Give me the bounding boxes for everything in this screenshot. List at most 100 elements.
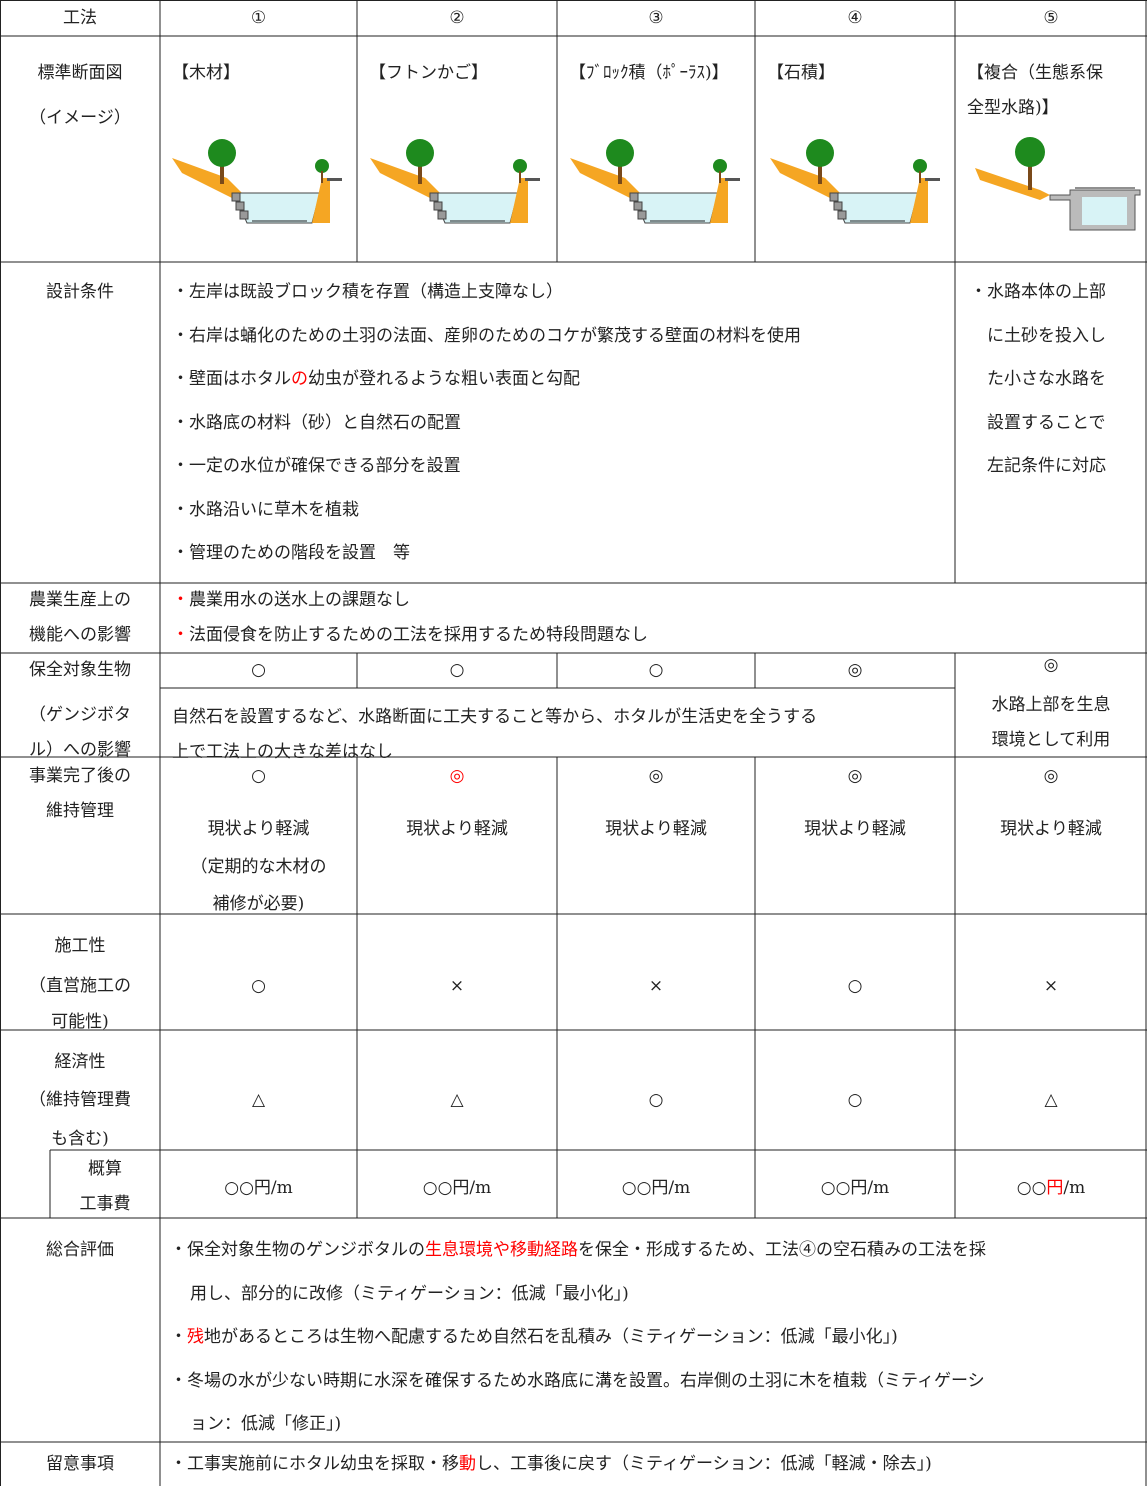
section-image [172,138,342,224]
cell-text: ・工事実施前にホタル幼虫を採取・移動し、工事後に戻す（ミティゲーション：低減「軽… [170,1451,1147,1477]
cell-text: ○ [251,766,266,786]
cell-text: （維持管理費 [29,1090,131,1110]
cell-text: 事業完了後の [29,766,131,786]
text-segment: し、工事後に戻す（ミティゲーション：低減「軽減・除去」) [476,1454,932,1474]
cell-text: × [1043,976,1059,996]
cell-text: 機能への影響 [29,625,131,645]
cell-text: ○ [251,660,266,680]
text-segment: ・保全対象生物のゲンジボタルの [170,1240,425,1260]
cell-text: 全型水路)】 [967,98,1059,118]
cell-text: ・水路底の材料（砂）と自然石の配置 [172,412,461,433]
cell-text: 現状より軽減 [207,819,310,839]
cell-text: た小さな水路を [987,369,1106,389]
cell-text: ・冬場の水が少ない時期に水深を確保するため水路底に溝を設置。右岸側の土羽に木を植… [170,1370,985,1391]
cell-text: 左記条件に対応 [987,456,1106,476]
text-segment: 法面侵食を防止するための工法を採用するため特段問題なし [189,625,648,645]
cell-text: 経済性 [54,1052,106,1072]
cell-text: 上で工法上の大きな差はなし [172,742,393,762]
cell-text: 現状より軽減 [406,819,508,839]
cell-text: × [648,976,664,996]
text-segment: ・ [170,1327,187,1347]
text-segment: ・工事実施前にホタル幼虫を採取・移 [170,1454,459,1474]
cell-text: ・壁面はホタルの幼虫が登れるような粗い表面と勾配 [172,366,955,392]
cell-text: （イメージ） [29,108,131,128]
cell-text: 留意事項 [46,1454,114,1474]
cell-text: 現状より軽減 [804,819,906,839]
section-image [975,137,1141,231]
cell-text: 【木材】 [172,63,240,83]
text-segment: ・ [172,590,189,610]
cell-text: 工法 [63,8,97,28]
cell-text: ○ [648,660,664,680]
cell-text: △ [450,1090,464,1110]
cell-text: ○ [648,1090,664,1110]
cell-text: ・水路本体の上部 [970,282,1106,302]
text-segment: 円 [1046,1178,1064,1198]
text-segment: ・壁面はホタル [172,369,291,389]
cell-text: に土砂を投入し [987,325,1106,346]
cell-text: 標準断面図 [37,63,123,83]
cell-text: ◎ [357,763,557,789]
cell-text: 【石積】 [767,63,835,83]
cell-text: ・残地があるところは生物へ配慮するため自然石を乱積み（ミティゲーション：低減「最… [170,1324,1147,1350]
cell-text: 概算 [88,1159,122,1179]
cell-text: 【複合（生態系保 [967,63,1103,83]
cell-text: 総合評価 [46,1240,114,1260]
cell-text: ◎ [847,766,863,786]
cell-text: 可能性) [51,1012,109,1032]
cell-text: ○○円/m [224,1178,293,1198]
cell-text: 現状より軽減 [605,819,707,839]
cell-text: （直営施工の [29,976,131,996]
cell-text: 工事費 [79,1194,131,1214]
text-segment: ○○ [1016,1178,1047,1198]
cell-text: 保全対象生物 [29,660,131,680]
cell-text: 現状より軽減 [1000,819,1102,839]
cell-text: 施工性 [54,936,106,956]
cell-text: ・水路沿いに草木を植栽 [172,499,359,520]
section-image [370,138,540,224]
cell-text: ル）への影響 [29,740,131,760]
cell-text: 【フトンかご】 [369,63,488,83]
section-image [570,138,740,224]
cell-text: ○○円/m [955,1175,1147,1201]
cell-text: ○○円/m [820,1178,890,1198]
cell-text: ○ [847,1090,863,1110]
cell-text: ・管理のための階段を設置 等 [172,543,410,563]
text-segment: ・ [172,625,189,645]
text-segment: 動 [459,1454,476,1474]
text-segment: 幼虫が登れるような粗い表面と勾配 [308,369,580,389]
cell-text: ・左岸は既設ブロック積を存置（構造上支障なし） [172,282,563,302]
cell-text: 設置することで [987,412,1106,433]
cell-text: 農業生産上の [29,590,131,610]
cell-text: ョン：低減「修正」) [190,1414,342,1434]
text-segment: 地があるところは生物へ配慮するため自然石を乱積み（ミティゲーション：低減「最小化… [204,1327,898,1347]
cell-text: 設計条件 [46,282,114,302]
text-segment: 農業用水の送水上の課題なし [189,590,410,610]
text-segment: 生息環境や移動経路 [425,1240,578,1260]
cell-text: も含む) [51,1129,109,1149]
cell-text: ○ [449,660,465,680]
cell-text: ◎ [1043,655,1059,675]
cell-text: 環境として利用 [991,730,1111,750]
cell-text: ◎ [847,660,863,680]
cell-text: ④ [847,8,863,28]
cell-text: ⑤ [1043,8,1059,28]
cell-text: （ゲンジボタ [29,705,131,725]
text-segment: 残 [187,1327,204,1347]
cell-text: 維持管理 [46,801,114,821]
cell-text: ○ [847,976,863,996]
cell-text: （定期的な木材の [190,857,327,877]
cell-text: ◎ [1043,766,1059,786]
text-segment: の [291,369,308,389]
cell-text: ③ [648,8,664,28]
cell-text: ○○円/m [621,1178,691,1198]
cell-text: ◎ [648,766,664,786]
cell-text: ・法面侵食を防止するための工法を採用するため特段問題なし [172,622,1147,648]
cell-text: 【ﾌﾞﾛｯｸ積（ﾎﾟｰﾗｽ)】 [569,63,729,83]
cell-text: ・右岸は蛹化のための土羽の法面、産卵のためのコケが繁茂する壁面の材料を使用 [172,325,801,346]
cell-text: ・農業用水の送水上の課題なし [172,587,1147,613]
cell-text: 補修が必要) [212,894,305,914]
cell-text: △ [251,1090,266,1110]
